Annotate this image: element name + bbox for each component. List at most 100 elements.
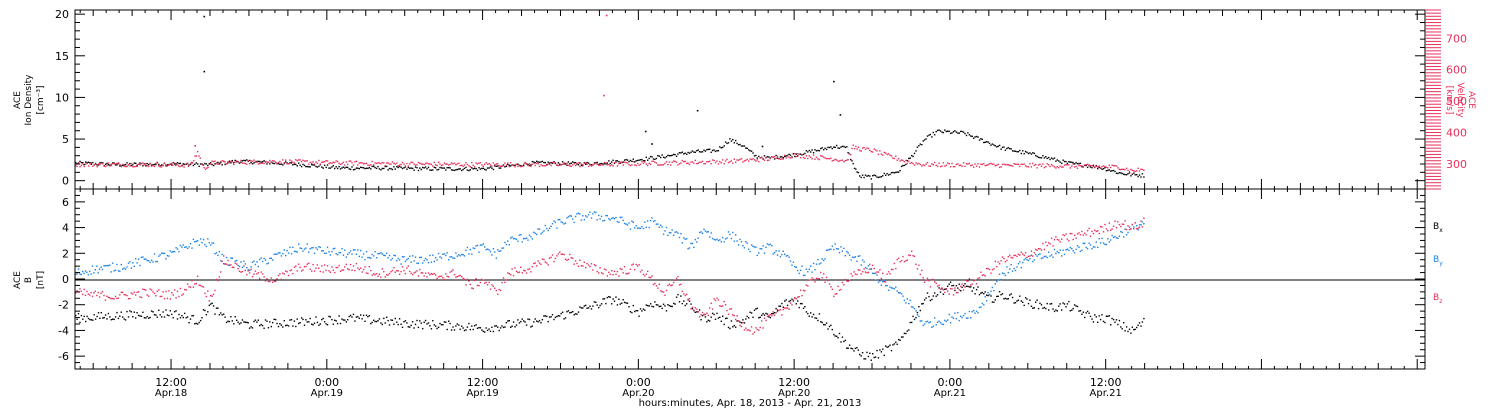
by-point xyxy=(466,246,469,249)
density-point xyxy=(686,153,688,155)
by-point xyxy=(903,299,906,302)
field-tick-label: -2 xyxy=(58,299,69,312)
density-point xyxy=(997,145,999,147)
velocity-point xyxy=(358,162,360,164)
velocity-point xyxy=(988,163,991,165)
density-point xyxy=(543,161,545,164)
velocity-point xyxy=(1108,164,1110,166)
bx-point xyxy=(748,317,750,319)
bx-point xyxy=(279,323,281,325)
bz-point xyxy=(110,297,112,300)
bx-point xyxy=(949,281,952,283)
bz-point xyxy=(726,309,728,312)
bz-point xyxy=(207,290,209,292)
by-point xyxy=(641,225,643,228)
density-point xyxy=(492,168,495,171)
bx-point xyxy=(357,315,359,318)
bx-point xyxy=(928,295,930,298)
bz-point xyxy=(762,327,764,329)
bz-point xyxy=(351,269,353,271)
velocity-point xyxy=(671,161,673,163)
density-point xyxy=(900,165,903,168)
by-point xyxy=(713,238,715,241)
by-point xyxy=(1046,256,1048,259)
velocity-point xyxy=(898,158,900,160)
bx-point xyxy=(290,319,293,321)
bx-point xyxy=(107,312,110,315)
by-point xyxy=(452,257,454,259)
bz-point xyxy=(815,277,818,280)
bz-point xyxy=(486,284,489,286)
velocity-point xyxy=(690,161,692,163)
bz-point xyxy=(458,275,460,277)
density-point xyxy=(684,152,686,154)
velocity-point xyxy=(280,162,283,165)
bx-point xyxy=(510,326,512,328)
bz-point xyxy=(139,296,141,298)
by-point xyxy=(811,271,813,273)
density-point xyxy=(905,163,907,166)
velocity-point xyxy=(755,160,757,162)
bx-point xyxy=(1014,302,1017,304)
bx-point xyxy=(846,347,848,349)
density-point xyxy=(407,166,409,169)
density-point xyxy=(563,163,565,165)
by-point xyxy=(583,219,585,221)
by-point xyxy=(446,252,448,254)
bx-point xyxy=(983,293,985,295)
density-point xyxy=(867,174,870,177)
velocity-point xyxy=(160,166,163,168)
bz-point xyxy=(165,290,167,293)
by-point xyxy=(182,244,184,246)
by-point xyxy=(417,262,420,265)
by-point xyxy=(820,262,822,264)
by-point xyxy=(730,237,733,240)
by-point xyxy=(658,226,660,228)
bz-point xyxy=(208,300,210,302)
velocity-point xyxy=(471,162,473,164)
bz-point xyxy=(654,282,656,285)
bx-point xyxy=(240,322,242,324)
velocity-point xyxy=(844,160,846,162)
density-point xyxy=(391,168,394,171)
bz-point xyxy=(432,273,434,275)
bx-point xyxy=(201,317,203,319)
bx-point xyxy=(1111,317,1113,320)
velocity-point xyxy=(1131,169,1133,172)
density-point xyxy=(955,131,958,133)
bz-point xyxy=(104,299,107,301)
velocity-point xyxy=(404,165,407,167)
field-tick-label: -6 xyxy=(58,350,69,363)
by-point xyxy=(895,286,897,288)
bx-point xyxy=(499,327,502,329)
by-point xyxy=(791,264,793,266)
velocity-point xyxy=(577,162,580,164)
velocity-point xyxy=(163,162,165,164)
bx-point xyxy=(807,312,809,315)
bx-point xyxy=(112,318,114,320)
bz-point xyxy=(360,267,362,269)
density-point xyxy=(80,161,83,164)
density-point xyxy=(788,153,790,156)
velocity-point xyxy=(277,161,280,164)
bx-point xyxy=(1079,310,1082,312)
by-point xyxy=(1033,259,1035,261)
density-point xyxy=(79,160,81,163)
by-point xyxy=(1098,238,1100,240)
bx-point xyxy=(724,317,727,320)
bz-point xyxy=(1127,225,1129,227)
bz-point xyxy=(825,276,828,279)
bx-point xyxy=(295,325,297,328)
velocity-point xyxy=(462,165,464,167)
density-point xyxy=(724,141,727,143)
by-point xyxy=(631,220,633,222)
by-point xyxy=(880,284,883,286)
velocity-point xyxy=(1061,166,1063,168)
bz-point xyxy=(678,284,681,286)
velocity-point xyxy=(980,163,982,165)
bz-point xyxy=(296,270,298,272)
velocity-point xyxy=(867,147,870,150)
bx-point xyxy=(394,317,396,320)
velocity-point xyxy=(885,152,887,154)
by-point xyxy=(890,287,893,289)
